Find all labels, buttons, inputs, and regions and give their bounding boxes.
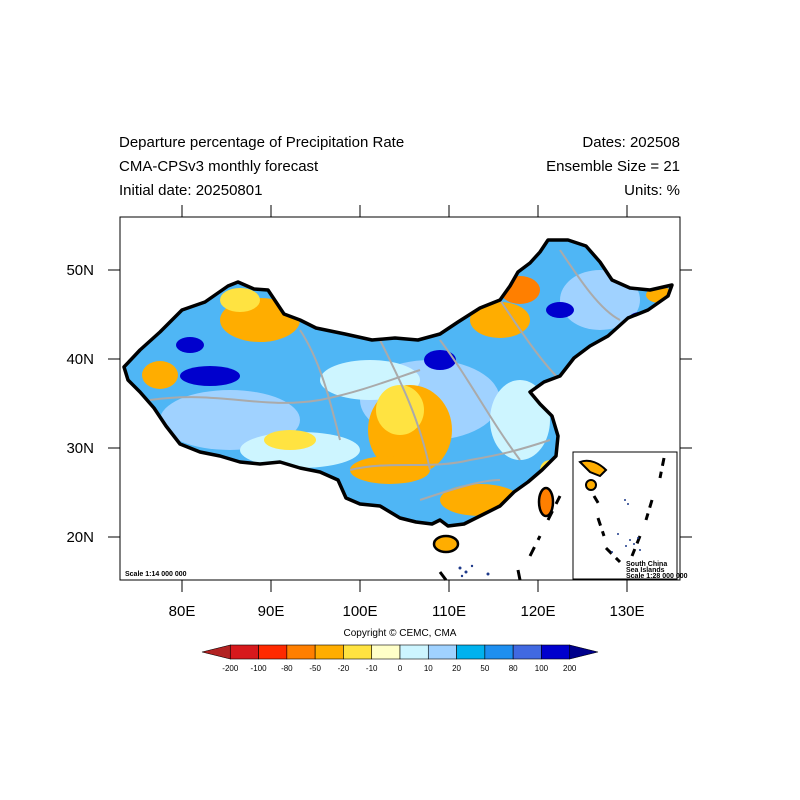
colorbar-tick-label: 20 [452,664,462,673]
island-dots [458,564,490,578]
colorbar-swatch [314,644,344,660]
colorbar-swatch [258,644,288,660]
colorbar-tick-label: 0 [397,664,403,673]
model-label: CMA-CPSv3 monthly forecast [119,158,319,175]
dates-label: Dates: 202508 [582,134,680,151]
map-scale: Scale 1:14 000 000 [125,571,187,578]
colorbar-tick-label: -80 [281,664,293,673]
colorbar-tick-label: 100 [534,664,549,673]
colorbar-tick-label: -10 [365,664,378,673]
colorbar-tick-label: 10 [423,664,433,673]
colorbar-swatch [569,644,599,660]
colorbar [201,644,599,660]
hainan-island [432,534,460,554]
ensemble-size: Ensemble Size = 21 [546,158,680,175]
lat-label-30n: 30N [66,440,94,457]
lon-label-110e: 110E [432,603,466,620]
inset-scale: Scale 1:28 000 000 [626,573,688,580]
lon-label-100e: 100E [342,603,378,620]
lon-label-120e: 120E [520,603,556,620]
colorbar-swatch [229,644,259,660]
colorbar-tick-label: 80 [508,664,518,673]
lon-label-90e: 90E [257,603,285,620]
colorbar-tick-label: 50 [480,664,490,673]
colorbar-swatch [512,644,542,660]
colorbar-swatch [541,644,571,660]
inset-nine-dash-line [592,457,666,564]
inset-island-dots [611,499,641,553]
taiwan-island [537,486,555,518]
colorbar-swatch [399,644,429,660]
province-boundaries [149,249,621,501]
copyright-notice: Copyright © CEMC, CMA [343,628,457,639]
colorbar-tick-label: 200 [563,664,577,673]
map-title: Departure percentage of Precipitation Ra… [119,134,405,151]
colorbar-swatch [427,644,457,660]
lat-label-40n: 40N [66,351,94,368]
lat-label-20n: 20N [66,529,94,546]
initial-date: Initial date: 20250801 [119,182,263,199]
units-label: Units: % [624,182,680,199]
colorbar-tick-label: -20 [337,664,350,673]
colorbar-tick-label: -50 [309,664,321,673]
axis-ticks [108,205,692,592]
colorbar-tick-label: -200 [222,664,239,673]
inset-hainan [585,479,597,491]
colorbar-swatch [371,644,401,660]
colorbar-swatch [343,644,373,660]
lon-label-130e: 130E [609,603,645,620]
inset-label-line2: Sea Islands [626,567,665,574]
colorbar-swatch [201,644,231,660]
lat-label-50n: 50N [66,262,94,279]
inset-label-line1: South China [626,561,667,568]
colorbar-swatch [484,644,514,660]
colorbar-swatch [286,644,316,660]
sea-boundary-dashed [438,495,562,581]
lon-label-80e: 80E [168,603,196,620]
china-border [122,238,674,528]
colorbar-swatch [456,644,486,660]
colorbar-tick-label: -100 [250,664,267,673]
inset-coast [578,459,608,478]
